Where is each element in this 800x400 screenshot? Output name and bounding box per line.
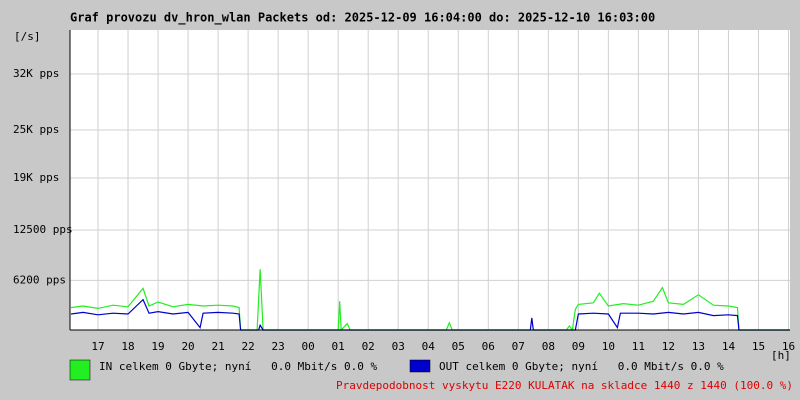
chart-title: Graf provozu dv_hron_wlan Packets od: 20…: [70, 11, 655, 26]
x-tick-label: 00: [302, 340, 315, 353]
x-tick-label: 03: [392, 340, 405, 353]
y-tick-label: 25K pps: [13, 123, 59, 136]
x-tick-label: 22: [241, 340, 254, 353]
x-tick-label: 07: [512, 340, 525, 353]
x-tick-label: 15: [752, 340, 765, 353]
x-tick-label: 06: [482, 340, 495, 353]
y-axis-label: [/s]: [14, 30, 41, 43]
x-tick-label: 12: [662, 340, 675, 353]
x-tick-label: 18: [121, 340, 134, 353]
x-tick-label: 11: [632, 340, 645, 353]
x-tick-label: 02: [362, 340, 375, 353]
legend-swatch: [69, 359, 91, 381]
x-tick-label: 14: [722, 340, 736, 353]
x-tick-label: 05: [452, 340, 465, 353]
x-tick-label: 08: [542, 340, 555, 353]
x-axis-label: [h]: [771, 349, 791, 362]
x-tick-label: 09: [572, 340, 585, 353]
plot-area: [70, 30, 790, 330]
x-tick-label: 10: [602, 340, 615, 353]
x-tick-label: 04: [422, 340, 436, 353]
x-tick-label: 01: [332, 340, 345, 353]
x-tick-label: 20: [181, 340, 194, 353]
legend-label: IN celkem 0 Gbyte; nyní 0.0 Mbit/s 0.0 %: [99, 360, 378, 373]
x-tick-label: 13: [692, 340, 705, 353]
x-tick-label: 16: [782, 340, 795, 353]
y-tick-label: 6200 pps: [13, 273, 66, 286]
x-tick-label: 17: [91, 340, 104, 353]
x-tick-label: 23: [272, 340, 285, 353]
y-tick-label: 32K pps: [13, 67, 59, 80]
y-tick-label: 19K pps: [13, 171, 59, 184]
x-tick-label: 19: [151, 340, 164, 353]
legend-label: OUT celkem 0 Gbyte; nyní 0.0 Mbit/s 0.0 …: [439, 360, 724, 373]
y-tick-label: 12500 pps: [13, 223, 73, 236]
footnote: Pravdepodobnost vyskytu E220 KULATAK na …: [336, 379, 793, 392]
x-tick-label: 21: [211, 340, 224, 353]
legend-swatch: [409, 359, 431, 373]
